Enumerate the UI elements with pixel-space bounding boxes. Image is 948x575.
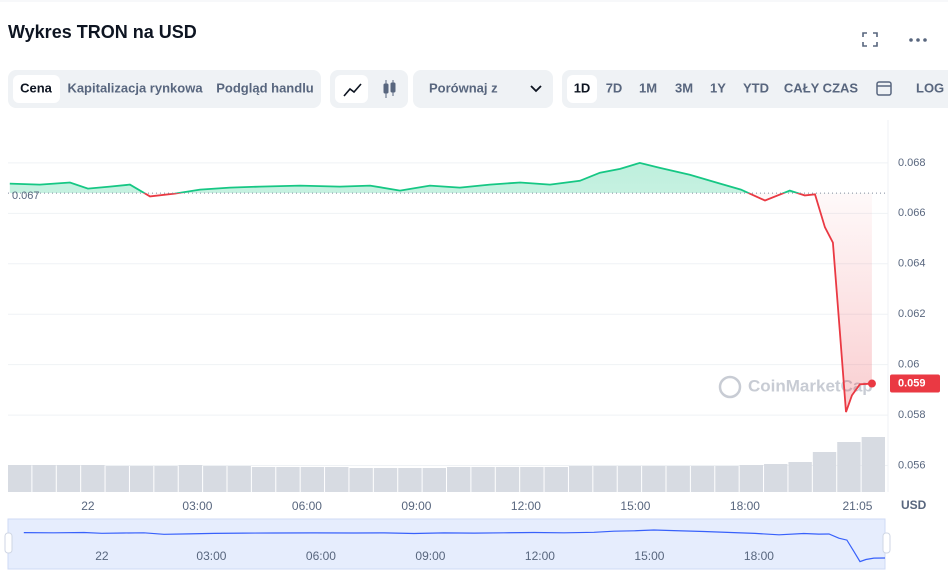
volume-bar xyxy=(593,466,617,492)
volume-bar xyxy=(739,465,764,492)
navigator-tick-label: 06:00 xyxy=(306,549,336,563)
compare-dropdown[interactable] xyxy=(413,70,553,108)
tab[interactable]: Podgląd handlu xyxy=(216,80,314,95)
volume-bar xyxy=(447,467,471,492)
line-type-button[interactable] xyxy=(335,75,368,103)
navigator-tick-label: 12:00 xyxy=(525,549,555,563)
volume-bar xyxy=(666,466,690,492)
x-tick-label: 12:00 xyxy=(511,499,541,513)
tab-active xyxy=(13,75,60,103)
fullscreen-icon[interactable] xyxy=(862,32,878,47)
price-line-up xyxy=(9,161,801,194)
volume-bar xyxy=(154,466,178,492)
volume-bar xyxy=(105,466,129,492)
volume-bar xyxy=(764,464,788,492)
price-line-down xyxy=(142,193,872,413)
navigator-line xyxy=(23,529,885,563)
volume-bar xyxy=(861,437,885,492)
volume-bar xyxy=(325,467,349,492)
range-button[interactable]: 1M xyxy=(639,80,657,95)
calendar-icon[interactable] xyxy=(876,81,892,96)
navigator-handle[interactable] xyxy=(882,532,891,554)
volume-bar xyxy=(520,467,544,492)
tab-group xyxy=(8,70,321,108)
range-button[interactable]: 1Y xyxy=(710,80,726,95)
x-tick-label: 06:00 xyxy=(292,499,322,513)
reference-label: 0.067 xyxy=(12,190,40,202)
candle-icon[interactable] xyxy=(383,80,396,98)
volume-bar xyxy=(715,466,739,492)
tab[interactable]: Kapitalizacja rynkowa xyxy=(67,80,203,95)
volume-bar xyxy=(56,465,81,492)
volume-bar xyxy=(373,468,398,492)
volume-bar xyxy=(300,467,325,492)
navigator-tick-label: 03:00 xyxy=(196,549,226,563)
x-tick-label: 09:00 xyxy=(401,499,431,513)
navigator-tick-label: 22 xyxy=(95,549,109,563)
y-unit: USD xyxy=(901,498,927,512)
area-up xyxy=(9,162,798,194)
volume-bar xyxy=(81,465,105,492)
x-tick-label: 03:00 xyxy=(182,499,212,513)
chart-title: Wykres TRON na USD xyxy=(8,22,197,42)
line-icon xyxy=(343,83,362,97)
volume-bar xyxy=(642,466,666,492)
volume-bar xyxy=(8,465,32,492)
range-active xyxy=(567,75,597,103)
y-tick-label: 0.064 xyxy=(898,258,926,270)
last-badge xyxy=(890,374,940,393)
volume-bar xyxy=(203,466,227,492)
volume-bar xyxy=(837,442,861,492)
navigator-tick-label: 15:00 xyxy=(634,549,664,563)
range-button[interactable]: 7D xyxy=(606,80,623,95)
y-tick-label: 0.062 xyxy=(898,308,926,320)
navigator-tick-label: 18:00 xyxy=(744,549,774,563)
x-tick-label: 15:00 xyxy=(620,499,650,513)
y-tick-label: 0.068 xyxy=(898,157,926,169)
x-tick-label: 22 xyxy=(81,499,95,513)
x-tick-label: 18:00 xyxy=(730,499,760,513)
range-button[interactable]: 3M xyxy=(675,80,693,95)
navigator-handle[interactable] xyxy=(4,532,13,554)
volume-bar xyxy=(32,465,56,492)
volume-bar xyxy=(690,466,715,492)
volume-bar xyxy=(129,466,154,492)
range-button[interactable]: 1D xyxy=(574,80,591,95)
x-tick-label: 21:05 xyxy=(842,499,872,513)
volume-bar xyxy=(544,467,568,492)
watermark: CoinMarketCap xyxy=(748,376,873,395)
volume-bar xyxy=(276,467,300,492)
volume-bar xyxy=(788,462,812,492)
log-button[interactable]: LOG xyxy=(916,80,944,95)
volume-bar xyxy=(617,466,642,492)
volume-bar xyxy=(251,467,276,492)
last-label: 0.059 xyxy=(898,377,926,389)
volume-bar xyxy=(495,467,520,492)
range-button[interactable]: CAŁY CZAS xyxy=(784,80,858,95)
volume-bar xyxy=(568,466,593,492)
watermark-logo xyxy=(718,375,742,399)
volume-bar xyxy=(812,452,837,492)
compare-label[interactable]: Porównaj z xyxy=(429,80,498,95)
range-group xyxy=(562,70,948,108)
y-tick-label: 0.066 xyxy=(898,207,926,219)
navigator xyxy=(7,518,886,570)
y-tick-label: 0.06 xyxy=(898,359,919,371)
navigator-tick-label: 09:00 xyxy=(415,549,445,563)
volume-bar xyxy=(422,468,446,492)
chevron xyxy=(530,85,542,93)
last-point xyxy=(867,379,876,388)
tab[interactable]: Cena xyxy=(20,80,53,95)
more-icon[interactable] xyxy=(909,38,927,42)
area-down xyxy=(9,193,872,413)
volume-bar xyxy=(349,468,373,492)
range-button[interactable]: YTD xyxy=(743,80,769,95)
volume-bar xyxy=(227,466,251,492)
volume-bar xyxy=(398,468,422,492)
y-tick-label: 0.056 xyxy=(898,459,926,471)
volume-bar xyxy=(471,467,495,492)
volume-bar xyxy=(178,465,203,492)
y-tick-label: 0.058 xyxy=(898,409,926,421)
